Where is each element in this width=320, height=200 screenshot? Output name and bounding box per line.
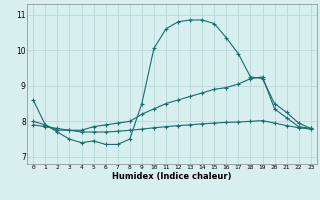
X-axis label: Humidex (Indice chaleur): Humidex (Indice chaleur) bbox=[112, 172, 232, 181]
